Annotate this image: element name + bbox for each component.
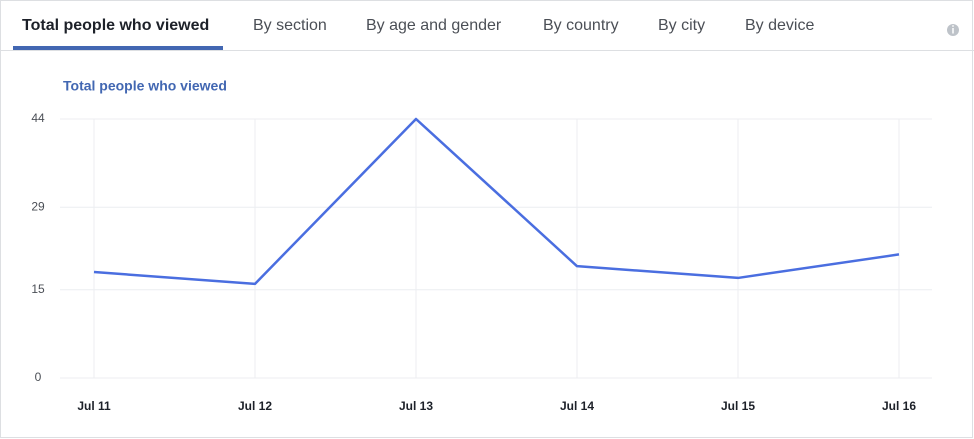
tab[interactable]: By age and gender — [366, 17, 502, 34]
x-tick-label: Jul 14 — [560, 399, 594, 413]
info-icon[interactable] — [947, 24, 959, 36]
tab[interactable]: By section — [253, 17, 327, 34]
tab[interactable]: Total people who viewed — [22, 17, 209, 34]
tab[interactable]: By country — [543, 17, 619, 34]
x-tick-label: Jul 12 — [238, 399, 272, 413]
x-tick-label: Jul 16 — [882, 399, 916, 413]
y-tick-label: 29 — [31, 199, 45, 213]
y-tick-label: 44 — [31, 111, 45, 125]
y-tick-label: 0 — [35, 370, 42, 384]
chart-title: Total people who viewed — [63, 78, 227, 94]
y-tick-label: 15 — [31, 282, 45, 296]
line — [93, 117, 900, 286]
x-tick-label: Jul 15 — [721, 399, 755, 413]
x-tick-label: Jul 11 — [77, 399, 111, 413]
tab[interactable]: By device — [745, 17, 814, 34]
tab[interactable]: By city — [658, 17, 705, 34]
x-tick-label: Jul 13 — [399, 399, 433, 413]
active-tab-underline — [13, 46, 223, 50]
